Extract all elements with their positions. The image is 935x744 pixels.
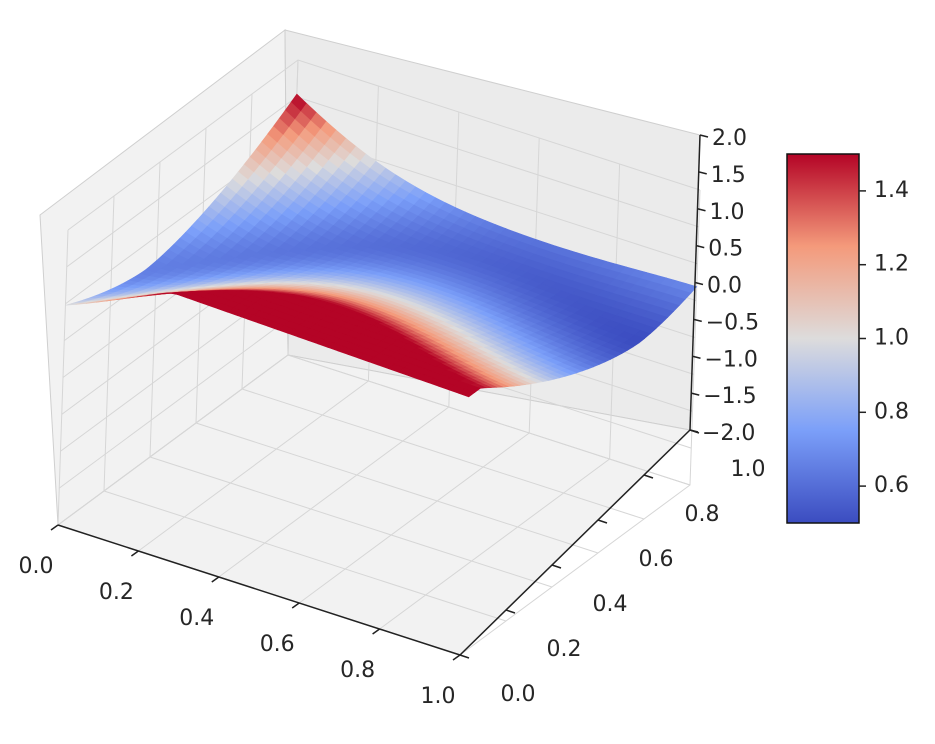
x-axis-tick-mark bbox=[50, 524, 59, 531]
z-axis-tick-label: −0.5 bbox=[706, 310, 759, 335]
z-axis-tick-mark bbox=[691, 392, 700, 396]
y-axis-tick-label: 1.0 bbox=[731, 457, 766, 482]
z-axis-tick-mark bbox=[696, 244, 705, 249]
y-axis-tick-label: 0.2 bbox=[547, 637, 582, 662]
x-axis-tick-label: 0.2 bbox=[99, 580, 134, 605]
z-axis-tick-mark bbox=[693, 318, 702, 323]
z-axis-tick-label: −2.0 bbox=[702, 421, 755, 446]
y-axis-line bbox=[459, 429, 691, 656]
x-axis-tick-mark bbox=[452, 654, 461, 661]
z-axis-tick-mark bbox=[697, 208, 706, 212]
z-axis-tick-label: 1.0 bbox=[710, 200, 745, 225]
y-axis-tick-label: 0.0 bbox=[501, 682, 536, 707]
y-axis-tick-mark bbox=[505, 609, 516, 614]
z-axis-tick-label: 0.5 bbox=[708, 237, 743, 262]
z-axis-tick-mark bbox=[689, 429, 699, 433]
surface-mesh bbox=[65, 93, 698, 398]
x-axis-tick-label: 0.8 bbox=[340, 658, 375, 683]
z-axis-tick-mark bbox=[692, 355, 701, 359]
colorbar: 0.6 0.8 1.0 1.2 1.4 bbox=[786, 153, 909, 524]
y-axis-ticks: 0.0 0.2 0.4 0.6 0.8 1.0 bbox=[459, 429, 766, 707]
z-axis-tick-label: −1.5 bbox=[703, 384, 756, 409]
y-axis-tick-label: 0.4 bbox=[593, 592, 628, 617]
z-grid-line bbox=[67, 59, 701, 231]
x-axis-tick-mark bbox=[372, 628, 381, 635]
x-axis-tick-label: 0.0 bbox=[19, 554, 54, 579]
z-axis-tick-label: 0.0 bbox=[707, 274, 742, 299]
x-axis-line bbox=[57, 524, 461, 656]
y-axis-tick-mark bbox=[551, 564, 562, 569]
x-axis-tick-label: 1.0 bbox=[421, 684, 456, 709]
y-axis-tick-label: 0.8 bbox=[685, 502, 720, 527]
colorbar-tick-label: 1.4 bbox=[874, 178, 909, 203]
z-axis-tick-mark bbox=[698, 171, 707, 175]
x-axis-tick-mark bbox=[291, 602, 300, 609]
colorbar-gradient bbox=[786, 153, 860, 524]
y-axis-tick-label: 0.6 bbox=[639, 547, 674, 572]
z-axis-tick-label: −1.0 bbox=[705, 347, 758, 372]
z-axis-tick-label: 2.0 bbox=[712, 126, 747, 151]
z-grid-line bbox=[57, 354, 691, 526]
colorbar-tick-label: 1.2 bbox=[874, 252, 909, 277]
z-axis-tick-mark bbox=[694, 281, 704, 286]
z-axis-tick-label: 1.5 bbox=[711, 163, 746, 188]
x-axis-tick-mark bbox=[211, 576, 220, 583]
y-axis-tick-mark bbox=[643, 474, 654, 479]
colorbar-tick-label: 1.0 bbox=[874, 326, 909, 351]
colorbar-ticks: 0.6 0.8 1.0 1.2 1.4 bbox=[859, 178, 909, 498]
x-axis-ticks: 0.0 0.2 0.4 0.6 0.8 1.0 bbox=[19, 524, 461, 709]
x-axis-tick-label: 0.6 bbox=[260, 632, 295, 657]
surface-patch bbox=[458, 388, 476, 398]
y-axis-tick-mark bbox=[459, 654, 470, 659]
colorbar-tick-label: 0.8 bbox=[874, 399, 909, 424]
y-axis-tick-mark bbox=[597, 519, 608, 524]
x-axis-tick-label: 0.4 bbox=[179, 606, 214, 631]
x-axis-tick-mark bbox=[130, 550, 139, 557]
colorbar-tick-label: 0.6 bbox=[874, 473, 909, 498]
z-axis-tick-mark bbox=[699, 134, 709, 138]
z-axis-ticks: −2.0 −1.5 −1.0 −0.5 0.0 0.5 1.0 1.5 2.0 bbox=[689, 126, 759, 446]
